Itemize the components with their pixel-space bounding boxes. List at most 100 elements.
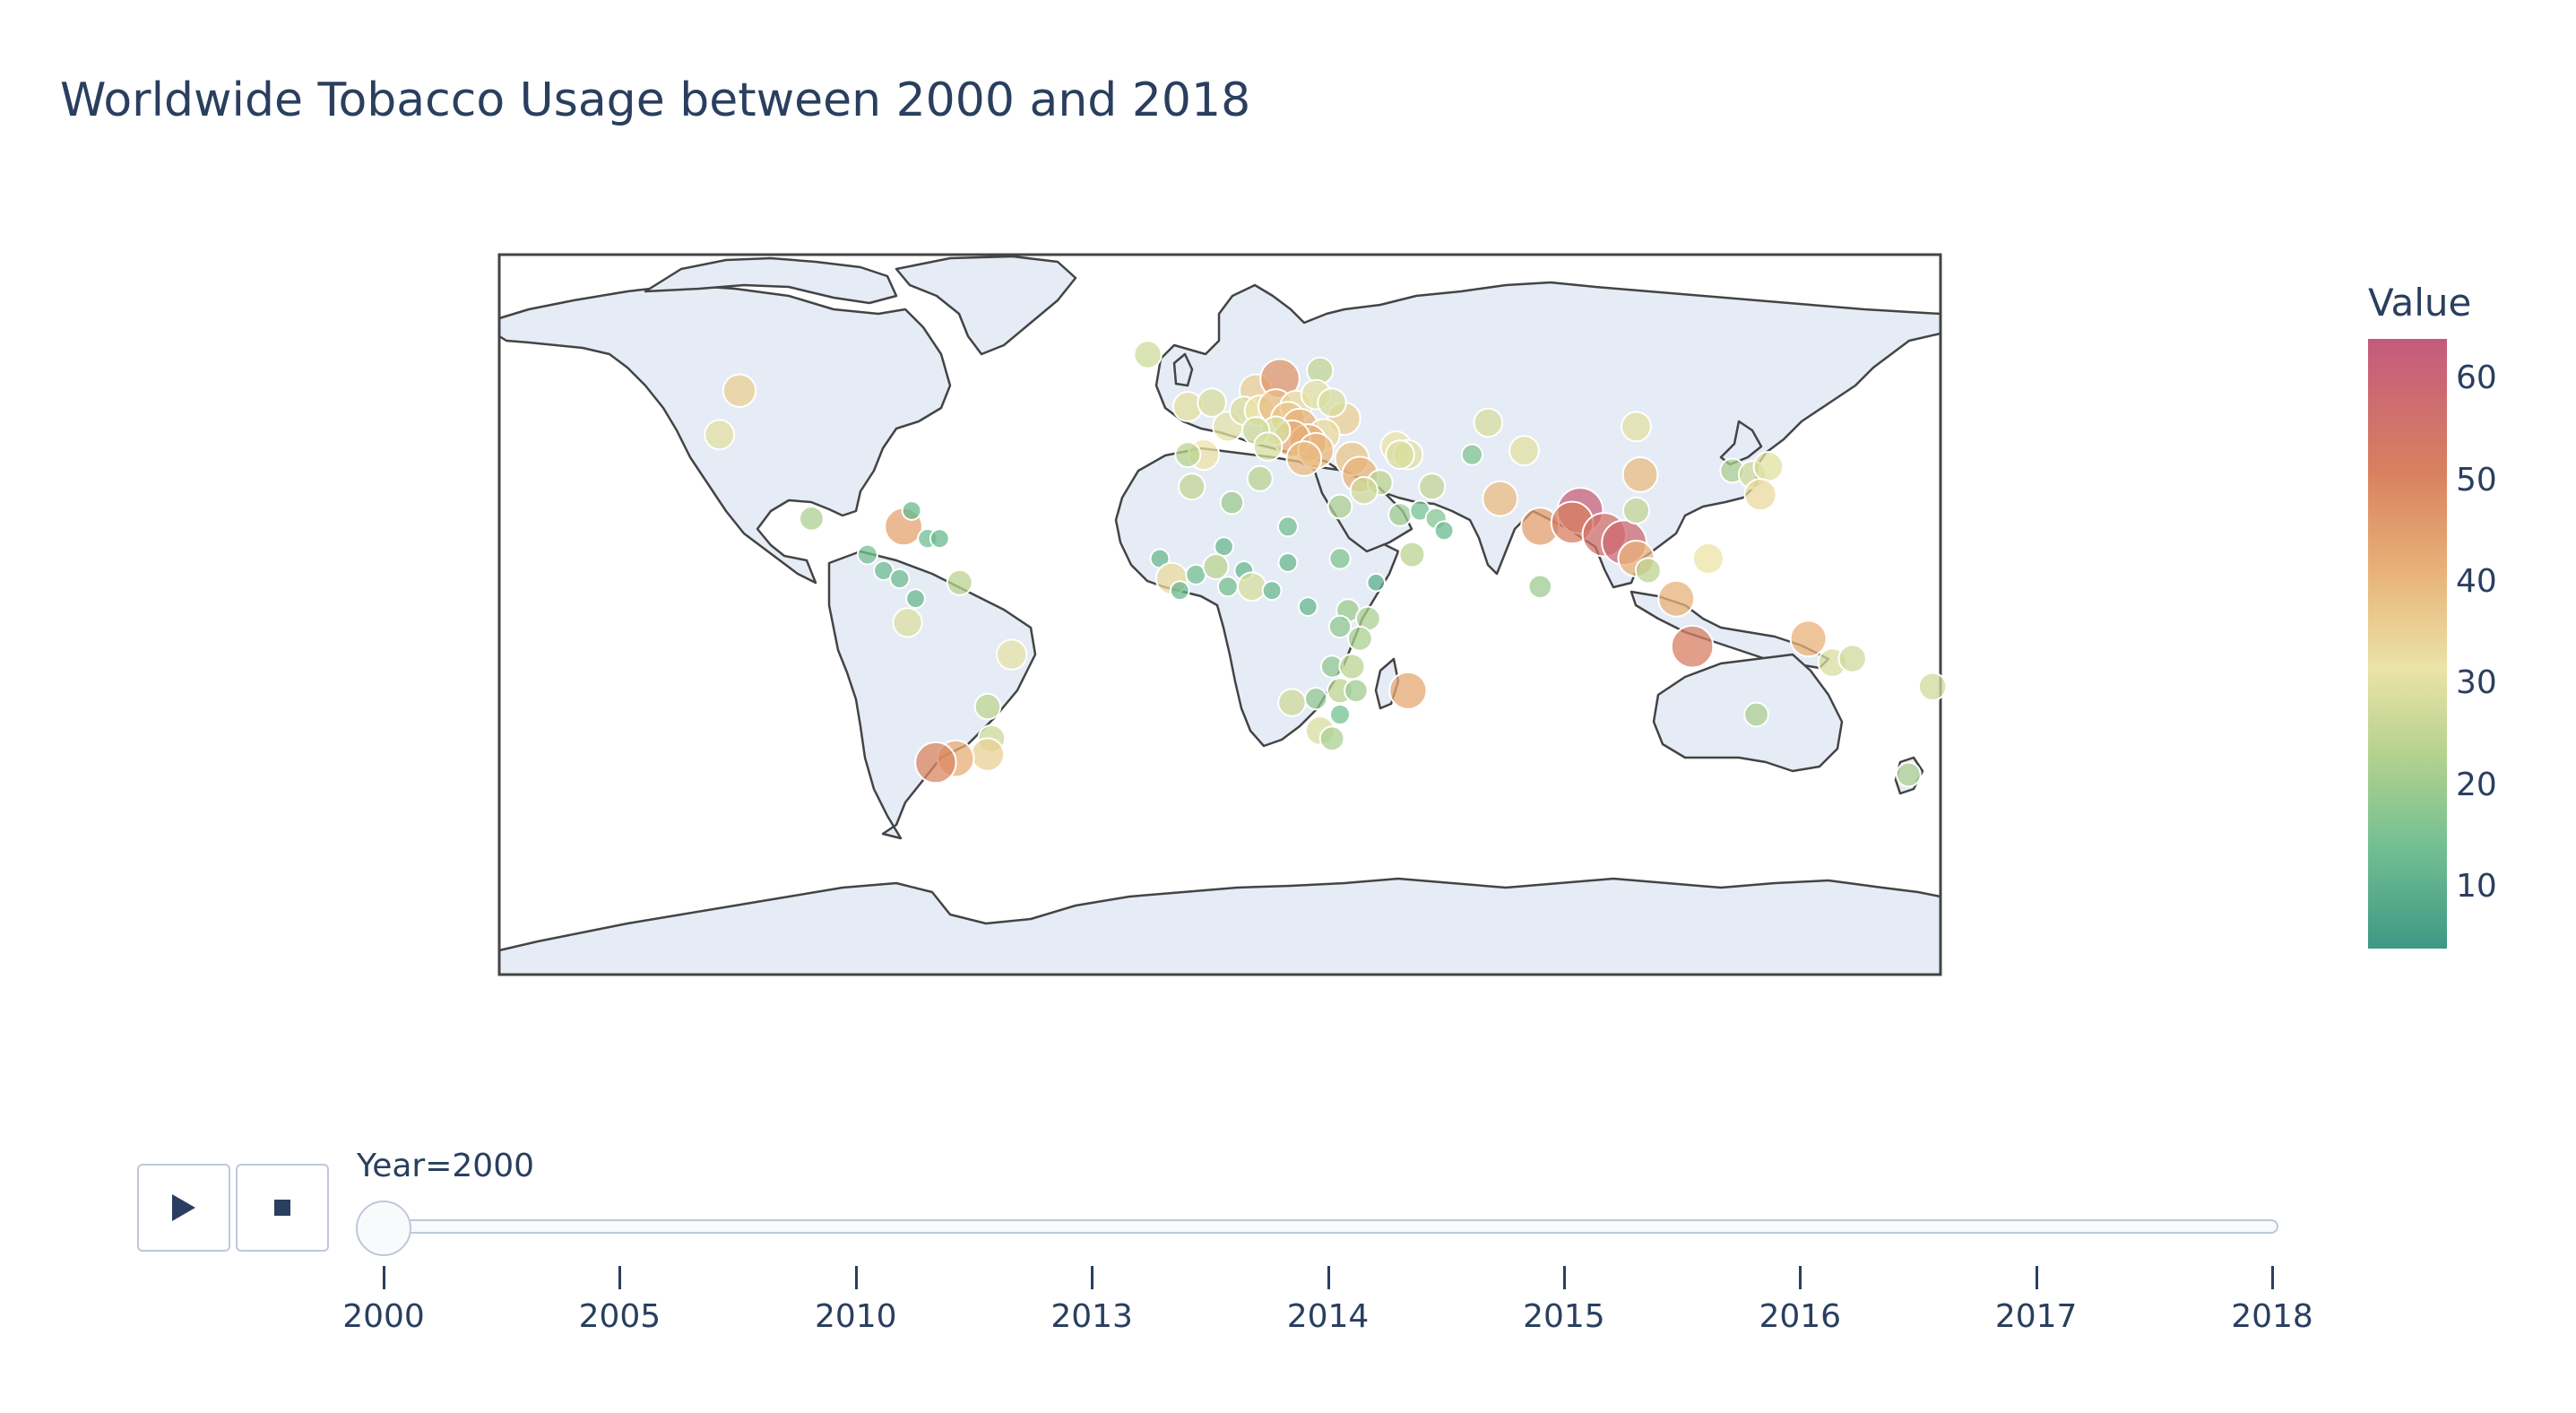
map-marker[interactable] <box>1508 435 1540 467</box>
map-marker[interactable] <box>1387 502 1413 527</box>
map-marker[interactable] <box>1219 490 1245 516</box>
colorbar-tick-label: 20 <box>2456 766 2497 803</box>
map-marker[interactable] <box>1344 678 1369 704</box>
slider-step-tick <box>383 1266 385 1289</box>
map-marker[interactable] <box>1328 547 1352 570</box>
marker-layer <box>704 340 1948 788</box>
slider-step-label[interactable]: 2017 <box>1994 1298 2078 1335</box>
map-marker[interactable] <box>892 607 923 638</box>
map-marker[interactable] <box>1338 653 1366 680</box>
map-marker[interactable] <box>905 588 926 610</box>
map-marker[interactable] <box>1789 620 1828 658</box>
map-marker[interactable] <box>1169 580 1190 602</box>
colorbar <box>2368 339 2447 949</box>
slider-step-tick <box>1562 1266 1566 1289</box>
map-marker[interactable] <box>996 638 1028 671</box>
slider-step-label[interactable]: 2018 <box>2231 1298 2313 1335</box>
map-marker[interactable] <box>1349 476 1379 506</box>
map-marker[interactable] <box>1261 580 1283 602</box>
map-marker[interactable] <box>1197 387 1227 418</box>
map-marker[interactable] <box>1318 725 1345 752</box>
map-marker[interactable] <box>1837 644 1867 673</box>
map-marker[interactable] <box>1214 536 1234 558</box>
map-marker[interactable] <box>1398 541 1426 568</box>
slider-step-tick <box>1799 1266 1802 1289</box>
slider-step-label[interactable]: 2016 <box>1759 1298 1842 1335</box>
map-marker[interactable] <box>1621 496 1651 525</box>
stop-button[interactable] <box>236 1164 329 1252</box>
map-marker[interactable] <box>1895 761 1922 788</box>
map-marker[interactable] <box>1297 596 1318 617</box>
map-marker[interactable] <box>1366 573 1386 593</box>
year-slider-rail[interactable] <box>381 1219 2278 1234</box>
map-marker[interactable] <box>929 528 950 550</box>
map-marker[interactable] <box>1277 688 1307 717</box>
map-marker[interactable] <box>1634 557 1662 585</box>
slider-step-label[interactable]: 2014 <box>1286 1298 1370 1335</box>
chart-title: Worldwide Tobacco Usage between 2000 and… <box>60 74 1251 127</box>
map-marker[interactable] <box>901 500 922 521</box>
map-marker[interactable] <box>704 419 736 451</box>
map-marker[interactable] <box>1657 579 1696 618</box>
map-marker[interactable] <box>973 692 1002 721</box>
map-marker[interactable] <box>1346 625 1373 652</box>
land-canada-islands <box>644 256 898 305</box>
map-marker[interactable] <box>1743 701 1769 728</box>
stop-icon <box>274 1200 290 1216</box>
map-marker[interactable] <box>1917 672 1948 701</box>
land-greenland <box>895 255 1077 356</box>
map-marker[interactable] <box>1236 571 1267 602</box>
map-marker[interactable] <box>1252 431 1284 462</box>
map-marker[interactable] <box>856 543 878 566</box>
map-marker[interactable] <box>1329 704 1351 725</box>
map-marker[interactable] <box>1527 574 1553 600</box>
play-button[interactable] <box>137 1164 230 1252</box>
map-marker[interactable] <box>889 568 911 590</box>
map-marker[interactable] <box>1216 576 1239 598</box>
map-marker[interactable] <box>1460 443 1484 466</box>
colorbar-tick-label: 30 <box>2456 664 2497 702</box>
map-marker[interactable] <box>1691 542 1725 575</box>
map-marker[interactable] <box>914 741 957 785</box>
map-marker[interactable] <box>1433 520 1455 542</box>
map-marker[interactable] <box>1670 624 1715 669</box>
colorbar-tick-label: 10 <box>2456 868 2497 905</box>
map-marker[interactable] <box>1178 472 1206 501</box>
map-marker[interactable] <box>970 737 1006 772</box>
map-marker[interactable] <box>1304 687 1328 711</box>
slider-step-label[interactable]: 2013 <box>1050 1298 1133 1335</box>
map-marker[interactable] <box>799 506 825 532</box>
play-icon <box>172 1194 195 1221</box>
map-marker[interactable] <box>1317 387 1347 418</box>
map-marker[interactable] <box>1246 464 1274 492</box>
colorbar-title: Value <box>2368 281 2472 325</box>
map-marker[interactable] <box>1276 516 1299 538</box>
map-marker[interactable] <box>1418 472 1447 501</box>
map-marker[interactable] <box>1621 411 1652 443</box>
map-marker[interactable] <box>1385 439 1415 470</box>
map-marker[interactable] <box>946 568 973 596</box>
map-marker[interactable] <box>1473 407 1504 438</box>
map-marker[interactable] <box>722 373 757 408</box>
slider-step-label[interactable]: 2010 <box>814 1298 897 1335</box>
map-marker[interactable] <box>1133 340 1163 369</box>
map-marker[interactable] <box>1285 440 1323 477</box>
colorbar-tick-label: 60 <box>2456 360 2497 397</box>
land-south-america <box>827 550 1037 840</box>
map-marker[interactable] <box>1743 478 1777 512</box>
map-marker[interactable] <box>1174 441 1202 469</box>
map-marker[interactable] <box>1752 451 1785 482</box>
map-marker[interactable] <box>1388 671 1428 710</box>
slider-step-label[interactable]: 2015 <box>1523 1298 1605 1335</box>
year-slider-handle[interactable] <box>356 1201 411 1256</box>
slider-step-label[interactable]: 2000 <box>342 1298 425 1335</box>
map-marker[interactable] <box>1482 480 1519 517</box>
map-marker[interactable] <box>1277 552 1299 573</box>
slider-step-tick <box>2035 1266 2038 1289</box>
map-marker[interactable] <box>1621 456 1659 493</box>
map-marker[interactable] <box>1327 614 1353 639</box>
map-marker[interactable] <box>1327 493 1353 520</box>
map-marker[interactable] <box>1202 553 1230 580</box>
slider-step-label[interactable]: 2005 <box>578 1298 661 1335</box>
